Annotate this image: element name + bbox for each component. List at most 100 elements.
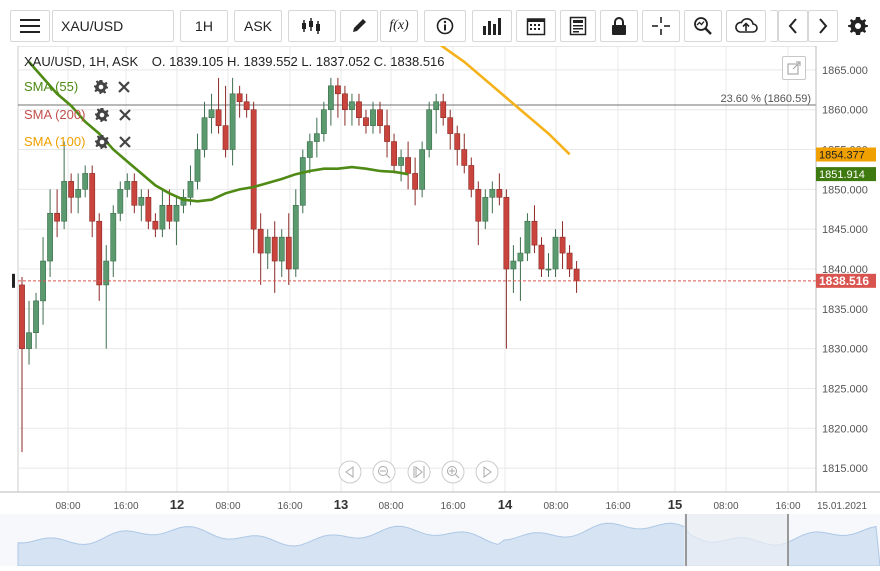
chevron-left-icon xyxy=(788,18,797,34)
candle-body xyxy=(510,260,517,270)
candle-body xyxy=(412,173,419,190)
pencil-icon xyxy=(353,19,366,32)
candle-body xyxy=(517,252,524,262)
candle-body xyxy=(138,197,145,206)
chart-type-button[interactable] xyxy=(288,10,336,42)
day-tick-label: 12 xyxy=(170,497,184,512)
candle-body xyxy=(208,109,215,118)
price-badge-label: 1838.516 xyxy=(819,274,869,288)
zoom-button[interactable] xyxy=(684,10,722,42)
candle-body xyxy=(166,204,173,222)
price-badge xyxy=(816,273,876,288)
candle-body xyxy=(292,204,299,270)
candle-body xyxy=(131,181,138,206)
nav-lens xyxy=(447,466,457,476)
zoom-icon xyxy=(694,17,712,35)
volume-button[interactable] xyxy=(472,10,512,42)
candle-body xyxy=(61,181,68,222)
close-icon[interactable] xyxy=(119,135,132,148)
scroll-right-button[interactable] xyxy=(808,10,838,42)
candle-body xyxy=(215,109,222,126)
cloud-save-button[interactable] xyxy=(726,10,766,42)
candle-body xyxy=(264,236,271,254)
lock-button[interactable] xyxy=(600,10,638,42)
gear-icon[interactable] xyxy=(95,107,110,122)
candle-body xyxy=(398,157,404,166)
gear-icon[interactable] xyxy=(94,79,109,94)
day-tick-label: 15 xyxy=(668,497,682,512)
time-tick-label: 08:00 xyxy=(215,501,240,512)
candle-body xyxy=(110,212,117,262)
candle-body xyxy=(342,93,348,111)
chart-navigation xyxy=(338,460,499,484)
candle-body xyxy=(433,101,440,111)
price-chart[interactable]: 23.60 % (1860.59) 1865.0001860.0001855.0… xyxy=(0,40,880,567)
reset-zoom-icon xyxy=(407,460,431,484)
nav-arrow xyxy=(345,466,354,478)
candle-body xyxy=(566,252,573,270)
candle-body xyxy=(531,220,538,246)
nav-arrow xyxy=(483,466,492,478)
popout-button[interactable] xyxy=(782,56,806,80)
candle-body xyxy=(19,284,25,349)
legend-sma-200-label: SMA (200) xyxy=(24,107,86,122)
price-tick-label: 1840.000 xyxy=(822,264,868,276)
candle-body xyxy=(201,117,208,150)
toolbar-overflow xyxy=(770,10,778,42)
candle-body xyxy=(475,189,482,222)
close-icon[interactable] xyxy=(119,108,132,121)
candle-body xyxy=(356,101,362,118)
template-button[interactable] xyxy=(560,10,596,42)
settings-button[interactable] xyxy=(842,10,874,42)
time-axis[interactable]: 08:00 16:00 12 08:00 16:00 13 08:00 16:00 14 08:0… xyxy=(0,491,880,512)
symbol-selector[interactable]: XAU/USD xyxy=(52,10,174,42)
candle-body xyxy=(524,220,531,254)
indicators-button[interactable]: f(x) xyxy=(380,10,418,42)
symbol-label: XAU/USD xyxy=(61,18,124,34)
info-button[interactable] xyxy=(424,10,466,42)
crosshair-button[interactable] xyxy=(642,10,680,42)
legend-sma-100[interactable]: SMA (100) xyxy=(24,134,132,149)
legend-sma-55[interactable]: SMA (55) xyxy=(24,79,130,94)
candle-body xyxy=(573,268,580,282)
candle-body xyxy=(229,93,236,150)
candle-body xyxy=(538,244,545,270)
lock-icon xyxy=(612,17,626,35)
sma-55-line xyxy=(28,61,409,203)
candle-body xyxy=(334,85,341,95)
menu-button[interactable] xyxy=(10,10,50,42)
price-tick-label: 1865.000 xyxy=(822,65,868,77)
chart-area[interactable]: 23.60 % (1860.59) 1865.0001860.0001855.0… xyxy=(0,40,880,567)
candle-body xyxy=(75,189,82,198)
candle-body xyxy=(159,204,166,230)
price-tick-label: 1820.000 xyxy=(822,423,868,435)
ohlc-values: O. 1839.105 H. 1839.552 L. 1837.052 C. 1… xyxy=(151,54,445,69)
candle-body xyxy=(173,204,180,222)
price-axis[interactable]: 1865.0001860.0001855.0001850.0001845.000… xyxy=(815,46,876,492)
timeframe-selector[interactable]: 1H xyxy=(180,10,228,42)
gear-icon[interactable] xyxy=(95,134,110,149)
scroll-left-button[interactable] xyxy=(778,10,808,42)
navigator-minimap[interactable] xyxy=(0,514,880,567)
price-tick-label: 1850.000 xyxy=(822,184,868,196)
time-tick-label: 08:00 xyxy=(713,501,738,512)
candle-body xyxy=(419,149,426,190)
price-side-label: ASK xyxy=(243,18,272,34)
drawing-tools-button[interactable] xyxy=(340,10,378,42)
candle-body xyxy=(117,189,124,214)
candle-body xyxy=(271,236,278,262)
cloud-upload-icon xyxy=(735,18,758,33)
candle-body xyxy=(461,149,468,166)
legend-sma-200[interactable]: SMA (200) xyxy=(24,107,132,122)
candle-body xyxy=(349,101,355,111)
candle-body xyxy=(363,117,369,126)
calendar-button[interactable] xyxy=(516,10,556,42)
candle-body xyxy=(243,101,250,111)
candle-body xyxy=(96,220,103,286)
candle-body xyxy=(454,133,461,150)
candle-body xyxy=(306,141,313,158)
day-tick-label: 13 xyxy=(334,497,348,512)
close-icon[interactable] xyxy=(118,80,130,93)
price-badge xyxy=(816,167,876,182)
price-side-selector[interactable]: ASK xyxy=(234,10,282,42)
